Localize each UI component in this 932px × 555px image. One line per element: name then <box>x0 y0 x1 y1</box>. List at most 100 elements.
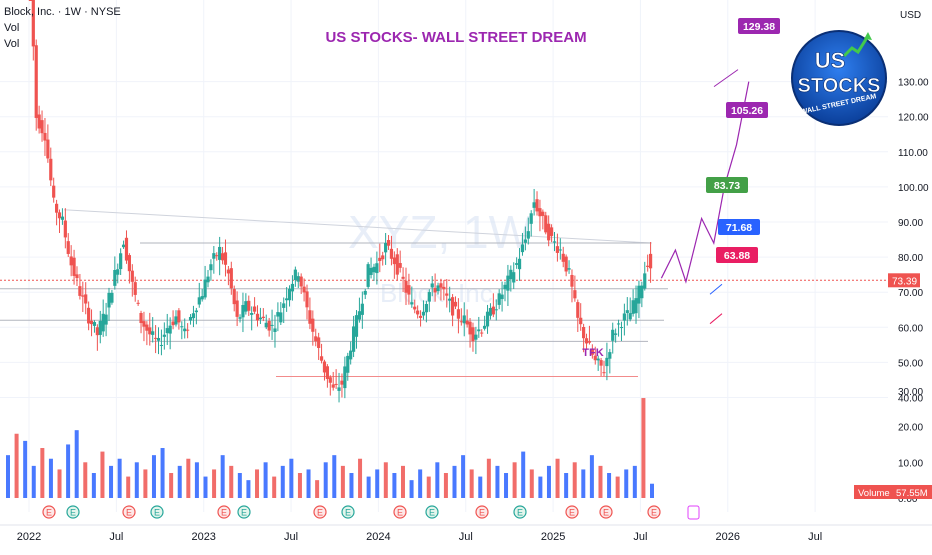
candle-body <box>311 318 315 332</box>
candle-body <box>151 331 155 335</box>
earnings-marker: E <box>237 505 251 519</box>
price-tick: 100.00 <box>898 183 929 194</box>
target-label-text: 105.26 <box>731 105 763 117</box>
volume-bar <box>212 469 217 498</box>
candle-body <box>602 372 606 374</box>
candle-body <box>538 208 542 217</box>
volume-tick: 30.00 <box>898 387 923 398</box>
earnings-marker: E <box>122 505 136 519</box>
volume-bar <box>495 465 500 498</box>
candle-body <box>614 333 618 335</box>
target-label: 83.73 <box>706 177 748 193</box>
candle-body <box>46 139 50 159</box>
volume-bar <box>229 465 234 498</box>
earnings-label: E <box>241 508 247 518</box>
earnings-circle <box>393 505 407 519</box>
target-label-text: 63.88 <box>724 250 750 262</box>
candle-body <box>57 212 62 219</box>
candle-body <box>174 316 178 325</box>
volume-bar <box>443 473 448 498</box>
earnings-label: E <box>126 508 132 518</box>
volume-bar <box>486 458 491 498</box>
volume-bar <box>624 469 629 498</box>
volume-bar <box>469 469 474 498</box>
candle-body <box>200 296 204 300</box>
earnings-circle <box>237 505 251 519</box>
volume-bar <box>426 476 431 498</box>
earnings-label: E <box>70 508 76 518</box>
candle-body <box>442 286 446 290</box>
candle-body <box>587 341 592 343</box>
earnings-label: E <box>46 508 52 518</box>
vol-legend-1[interactable]: Vol <box>4 22 20 34</box>
target-label: 105.26 <box>726 102 768 118</box>
projection-arrow <box>713 69 739 88</box>
volume-bar <box>478 476 483 498</box>
candle-body <box>401 276 405 279</box>
earnings-label: E <box>221 508 227 518</box>
candle-body <box>646 265 650 267</box>
watermark-ticker: XYZ, 1W <box>348 206 533 258</box>
time-axis: 2022 Jul 2023 Jul 2024 Jul 2025 Jul 2026 Jul <box>0 524 932 543</box>
volume-bar <box>632 465 637 498</box>
candle-body <box>474 334 478 340</box>
candle-body <box>43 132 47 141</box>
volume-bar <box>117 458 122 498</box>
candle-body <box>346 355 350 373</box>
candle-body <box>593 355 597 361</box>
candle-body <box>98 320 102 335</box>
candle-body <box>398 263 402 268</box>
candle-body <box>78 286 82 296</box>
earnings-label: E <box>317 508 323 518</box>
price-tick: 50.00 <box>898 358 923 369</box>
earnings-circle <box>66 505 80 519</box>
candle-body <box>165 328 169 334</box>
target-label-bg <box>718 219 760 235</box>
target-label-bg <box>706 177 748 193</box>
price-tick: 60.00 <box>898 323 923 334</box>
target-labels: 129.38 105.26 83.73 71.68 63.88 <box>706 18 780 263</box>
candle-body <box>116 269 120 275</box>
candle-body <box>456 309 461 319</box>
volume-bar <box>160 448 165 498</box>
candle-body <box>535 199 539 212</box>
candle-body <box>66 241 70 254</box>
candle-body <box>471 327 475 342</box>
target-label: 71.68 <box>718 219 760 235</box>
candle-body <box>439 283 443 288</box>
volume-bar <box>349 473 354 498</box>
candle-body <box>363 290 367 295</box>
candle-body <box>229 268 233 289</box>
candle-body <box>156 337 161 341</box>
candle-body <box>168 325 172 334</box>
candle-body <box>584 338 589 344</box>
candle-body <box>107 292 111 308</box>
candle-body <box>31 0 35 47</box>
candle-body <box>576 302 580 318</box>
volume-tick: 10.00 <box>898 458 923 469</box>
time-tick: Jul <box>633 531 647 543</box>
candle-body <box>392 257 396 265</box>
candle-body <box>63 220 67 238</box>
candle-body <box>261 316 265 319</box>
candle-body <box>389 248 394 259</box>
volume-bar <box>581 469 586 498</box>
price-tick: 120.00 <box>898 113 929 124</box>
volume-bar <box>23 440 28 498</box>
vol-legend-2[interactable]: Vol <box>4 38 20 50</box>
volume-bar <box>203 476 208 498</box>
symbol-legend[interactable]: Block, Inc. · 1W · NYSE <box>4 6 121 18</box>
candle-body <box>485 311 490 327</box>
candle-body <box>232 289 236 305</box>
candle-body <box>273 328 277 332</box>
volume-bar <box>504 473 509 498</box>
candle-body <box>558 249 562 251</box>
candle-body <box>354 315 359 337</box>
candle-body <box>366 264 370 287</box>
candle-body <box>87 307 91 324</box>
candle-body <box>290 283 295 292</box>
candle-body <box>81 295 85 297</box>
watermark-name: Block, Inc. <box>380 278 500 308</box>
volume-bar <box>589 455 594 498</box>
